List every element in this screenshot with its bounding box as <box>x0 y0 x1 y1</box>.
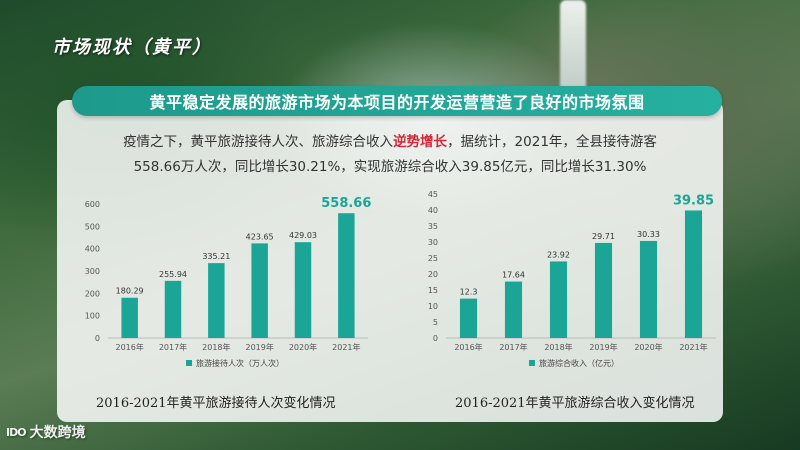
bar-visitors <box>121 297 138 338</box>
data-label-visitors: 558.66 <box>321 196 371 211</box>
x-tick-label-visitors: 2019年 <box>245 342 273 352</box>
y-tick-label-visitors: 300 <box>85 267 100 276</box>
x-tick-label-visitors: 2017年 <box>159 342 187 352</box>
y-tick-label-visitors: 400 <box>85 245 100 254</box>
intro-text: 疫情之下，黄平旅游接待人次、旅游综合收入逆势增长，据统计，2021年，全县接待游… <box>57 130 723 180</box>
y-tick-label-revenue: 10 <box>428 302 438 311</box>
y-tick-label-visitors: 0 <box>95 334 100 343</box>
intro-highlight: 逆势增长 <box>393 134 448 150</box>
data-label-revenue: 30.33 <box>637 230 660 239</box>
section-title: 市场现状（黄平） <box>52 37 212 58</box>
x-tick-label-revenue: 2018年 <box>544 342 572 352</box>
x-tick-label-revenue: 2019年 <box>589 342 617 352</box>
legend-label-visitors: 旅游接待人次（万人次） <box>196 358 284 368</box>
headline-banner: 黄平稳定发展的旅游市场为本项目的开发运营营造了良好的市场氛围 <box>72 86 722 116</box>
brand-logo: IDO 大数跨境 <box>6 422 86 442</box>
intro-line-1b: ，据统计，2021年，全县接待游客 <box>447 134 657 150</box>
bar-visitors <box>208 263 225 338</box>
x-tick-label-revenue: 2021年 <box>679 342 707 352</box>
data-label-visitors: 423.65 <box>246 232 274 241</box>
data-label-revenue: 23.92 <box>547 250 570 259</box>
chart-caption-revenue: 2016-2021年黄平旅游综合收入变化情况 <box>455 396 695 411</box>
y-tick-label-revenue: 25 <box>428 254 438 263</box>
y-tick-label-revenue: 20 <box>428 270 438 279</box>
y-tick-label-visitors: 200 <box>85 289 100 298</box>
data-label-visitors: 180.29 <box>116 287 144 296</box>
logo-mark-icon: IDO <box>6 425 27 439</box>
legend-label-revenue: 旅游综合收入（亿元） <box>539 358 619 368</box>
logo-text: 大数跨境 <box>29 425 86 441</box>
intro-line-1: 疫情之下，黄平旅游接待人次、旅游综合收入逆势增长，据统计，2021年，全县接待游… <box>57 130 723 155</box>
intro-line-1a: 疫情之下，黄平旅游接待人次、旅游综合收入 <box>123 134 394 150</box>
bar-visitors <box>338 213 355 338</box>
y-tick-label-revenue: 30 <box>428 238 438 247</box>
x-tick-label-revenue: 2020年 <box>634 342 662 352</box>
bar-visitors <box>251 243 268 338</box>
y-tick-label-revenue: 5 <box>433 318 438 327</box>
data-label-visitors: 335.21 <box>202 252 230 261</box>
x-tick-label-visitors: 2021年 <box>332 342 360 352</box>
bar-visitors <box>164 280 182 338</box>
data-label-visitors: 429.03 <box>289 231 317 240</box>
bar-revenue <box>594 242 613 338</box>
bar-revenue <box>639 240 658 338</box>
y-tick-label-revenue: 0 <box>433 334 438 343</box>
x-tick-label-revenue: 2017年 <box>499 342 527 352</box>
intro-line-2: 558.66万人次，同比增长30.21%，实现旅游综合收入39.85亿元，同比增… <box>133 159 647 175</box>
bar-revenue <box>549 261 568 338</box>
legend-swatch-revenue <box>529 360 535 366</box>
bar-revenue <box>684 210 703 338</box>
x-tick-label-visitors: 2020年 <box>289 342 317 352</box>
data-label-revenue: 12.3 <box>460 288 478 297</box>
data-label-revenue: 39.85 <box>673 193 714 208</box>
y-tick-label-revenue: 35 <box>428 222 438 231</box>
y-tick-label-visitors: 600 <box>85 200 100 209</box>
bar-revenue <box>504 281 523 338</box>
y-tick-label-visitors: 100 <box>85 312 100 321</box>
legend-swatch-visitors <box>186 360 192 366</box>
chart-caption-visitors: 2016-2021年黄平旅游接待人次变化情况 <box>96 396 336 411</box>
data-label-revenue: 17.64 <box>502 271 525 280</box>
y-tick-label-visitors: 500 <box>85 222 100 231</box>
y-tick-label-revenue: 45 <box>428 190 438 199</box>
bar-visitors <box>294 242 312 338</box>
y-tick-label-revenue: 40 <box>428 206 438 215</box>
x-tick-label-revenue: 2016年 <box>454 342 482 352</box>
x-tick-label-visitors: 2018年 <box>202 342 230 352</box>
bar-revenue <box>459 298 478 338</box>
data-label-visitors: 255.94 <box>159 270 187 279</box>
data-label-revenue: 29.71 <box>592 232 615 241</box>
x-tick-label-visitors: 2016年 <box>115 342 143 352</box>
y-tick-label-revenue: 15 <box>428 286 438 295</box>
waterfall-shape <box>560 0 586 95</box>
